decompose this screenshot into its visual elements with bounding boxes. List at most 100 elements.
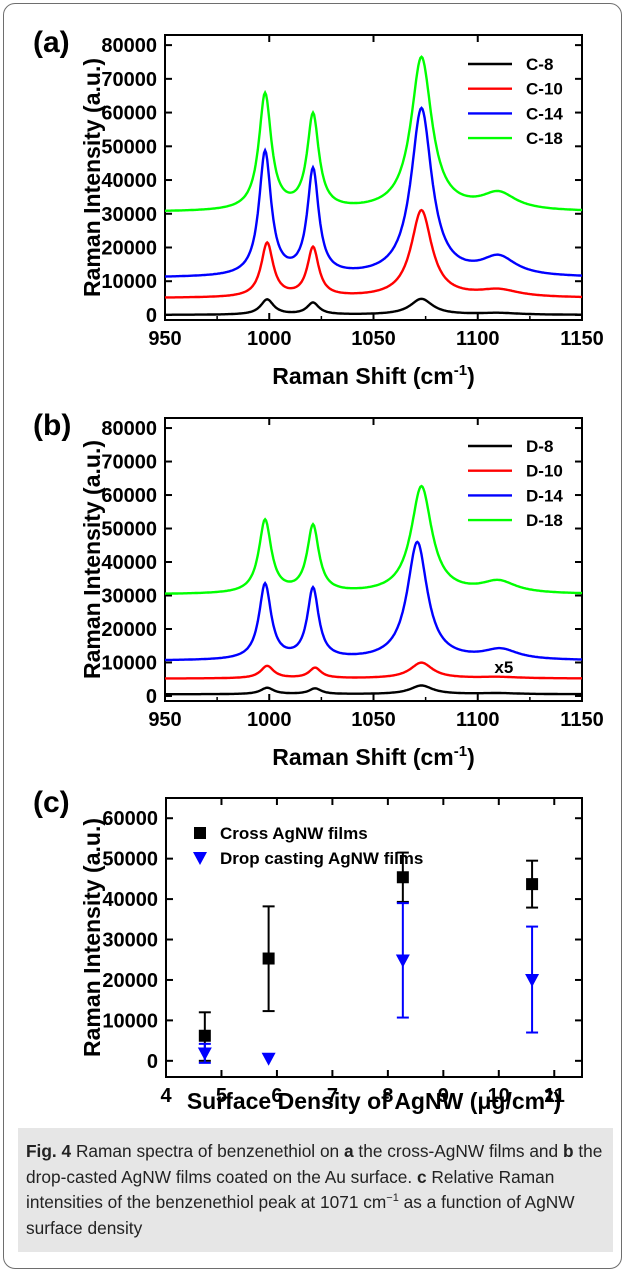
- plot-area: [165, 797, 583, 1078]
- x-axis-title: Surface Density of AgNW (μg/cm2): [187, 1087, 561, 1114]
- panel-label: (b): [33, 409, 71, 442]
- series-line-C-14: [165, 106, 582, 278]
- data-point-triangle: [261, 1052, 276, 1066]
- caption-ref-c: c: [416, 1166, 427, 1187]
- caption-text-2: the cross-AgNW films and: [353, 1141, 563, 1161]
- panel-label: (c): [33, 786, 70, 819]
- chart-panel-3: 4 5 6 7 8 9 10 11 0 10000 20000 30000 40000 50000 6000…: [33, 786, 583, 1114]
- series-line-C-10: [164, 208, 582, 299]
- data-point-triangle: [395, 954, 410, 968]
- x-tick-label: 1100: [456, 709, 499, 731]
- caption-fig-label: Fig. 4: [26, 1141, 72, 1161]
- y-tick-label: 30000: [101, 204, 157, 226]
- legend-entry: D-18: [526, 511, 563, 530]
- x-tick-label: 950: [148, 328, 181, 350]
- y-tick-label: 70000: [101, 69, 157, 91]
- y-tick-label: 80000: [101, 418, 157, 440]
- x-axis-title-close: ): [553, 1088, 561, 1114]
- caption-text-4: Relative Raman intensities of the benzen…: [26, 1166, 555, 1213]
- chart-panel-2: 950 1000 1050 1100 1150 0 10000 20000 30000 40000…: [33, 409, 604, 770]
- y-tick-label: 10000: [102, 1010, 158, 1032]
- x-tick-label: 9: [438, 1085, 449, 1107]
- y-tick-label: 0: [147, 1051, 158, 1073]
- x-tick-label: 1050: [351, 328, 396, 350]
- y-tick-label: 40000: [101, 170, 157, 192]
- legend-entry: Cross AgNW films: [220, 824, 368, 843]
- x-tick-label: 950: [148, 709, 181, 731]
- plot-area: [164, 34, 583, 321]
- x-axis-title-close: ): [467, 363, 475, 389]
- series-line-C-8: [165, 297, 582, 316]
- legend-entry: C-18: [526, 129, 563, 148]
- legend-marker-triangle: [193, 852, 207, 865]
- x-tick-label: 4: [160, 1085, 172, 1107]
- x-axis-title: Raman Shift (cm-1): [272, 743, 475, 770]
- y-tick-label: 0: [146, 305, 157, 327]
- series-line-D-10: [165, 661, 582, 680]
- x-tick-label: 6: [271, 1085, 282, 1107]
- x-axis-title-superscript: 2: [545, 1087, 553, 1104]
- y-tick-label: 20000: [101, 237, 157, 259]
- data-point-square: [526, 878, 539, 891]
- legend-marker-square: [194, 827, 206, 839]
- x-tick-label: 11: [544, 1085, 565, 1107]
- y-axis-title: Raman Intensity (a.u.): [79, 58, 105, 297]
- y-tick-label: 0: [146, 686, 157, 708]
- data-point-square: [198, 1029, 211, 1042]
- y-tick-label: 60000: [101, 103, 157, 125]
- series-line-D-18: [165, 484, 583, 595]
- y-tick-label: 40000: [101, 552, 157, 574]
- y-tick-label: 50000: [102, 849, 158, 871]
- figure-frame: [3, 3, 622, 1269]
- y-axis-title: Raman Intensity (a.u.): [79, 440, 105, 679]
- x-tick-label: 5: [216, 1085, 227, 1107]
- x-axis-title-superscript: -1: [454, 743, 467, 760]
- y-tick-label: 80000: [101, 35, 157, 57]
- caption-text-3: the drop-casted AgNW films coated on the…: [26, 1141, 603, 1187]
- y-tick-label: 70000: [101, 452, 157, 474]
- y-tick-label: 30000: [101, 586, 157, 608]
- caption-superscript: −1: [386, 1192, 399, 1205]
- x-axis-title: Raman Shift (cm-1): [272, 362, 475, 389]
- caption-ref-a: a: [343, 1141, 354, 1161]
- y-tick-label: 60000: [101, 485, 157, 507]
- data-point-square: [396, 871, 409, 884]
- x-tick-label: 1050: [351, 709, 396, 731]
- x-tick-label: 8: [382, 1085, 393, 1107]
- y-tick-label: 50000: [101, 519, 157, 541]
- legend-entry: C-8: [526, 55, 553, 74]
- series-line-D-14: [164, 540, 583, 662]
- data-point-triangle: [197, 1047, 212, 1061]
- y-tick-label: 30000: [102, 930, 158, 952]
- series-line-C-18: [165, 55, 582, 212]
- caption-ref-b: b: [562, 1141, 574, 1161]
- x-axis-title-close: ): [467, 744, 475, 770]
- legend-entry: D-8: [526, 437, 553, 456]
- y-tick-label: 10000: [101, 271, 157, 293]
- figure-caption: Fig. 4 Raman spectra of benzenethiol on …: [18, 1128, 613, 1252]
- x-axis-title-text: Surface Density of AgNW (: [187, 1088, 478, 1114]
- x-tick-label: 7: [327, 1085, 338, 1107]
- x-tick-label: 1150: [560, 328, 603, 350]
- x-axis-title-text: Raman Shift (cm: [272, 363, 453, 389]
- x-tick-label: 1000: [247, 328, 292, 350]
- scale-annotation: x5: [494, 658, 513, 677]
- y-tick-label: 40000: [102, 889, 158, 911]
- x-tick-label: 1100: [456, 328, 499, 350]
- caption-text-5: as a function of AgNW surface density: [26, 1192, 575, 1238]
- data-point-square: [262, 952, 275, 965]
- x-tick-label: 10: [488, 1085, 510, 1107]
- plot-area: [164, 417, 583, 702]
- x-axis-title-text: Raman Shift (cm: [272, 744, 453, 770]
- x-axis-title-superscript: -1: [454, 362, 467, 379]
- series-line-D-8: [165, 684, 582, 696]
- panel-label: (a): [33, 26, 70, 59]
- legend-entry: D-10: [526, 462, 563, 481]
- y-tick-label: 20000: [102, 970, 158, 992]
- legend-entry: C-10: [526, 80, 563, 99]
- data-point-triangle: [525, 973, 540, 987]
- caption-text-1: Raman spectra of benzenethiol on: [71, 1141, 344, 1161]
- x-tick-label: 1150: [560, 709, 603, 731]
- y-tick-label: 20000: [101, 619, 157, 641]
